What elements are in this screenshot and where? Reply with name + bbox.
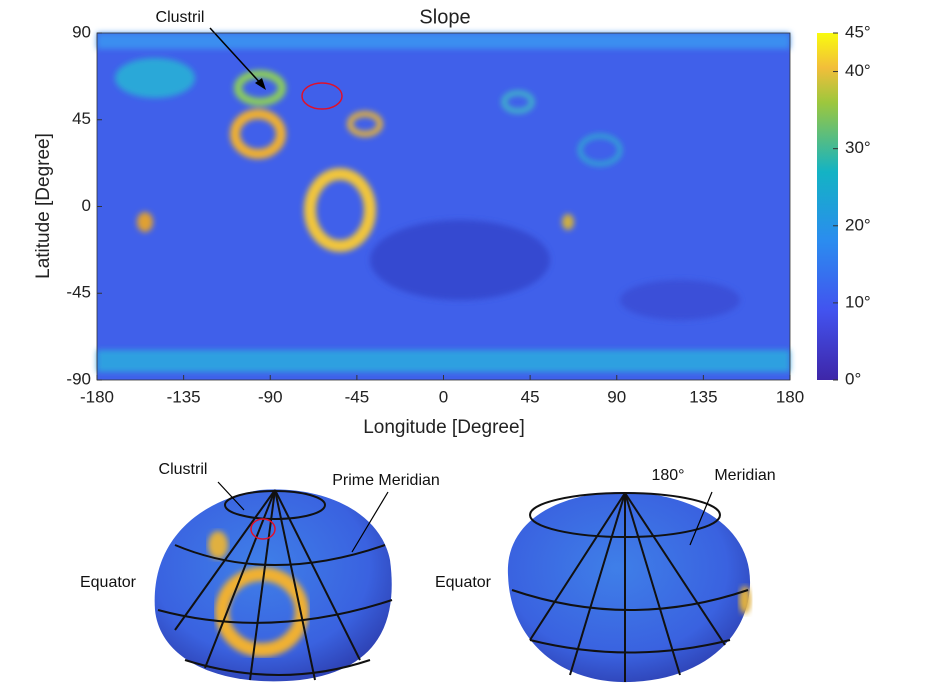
x-tick-label: 180	[776, 387, 804, 406]
x-tick-label: 45	[521, 387, 540, 406]
y-tick-label: -90	[66, 369, 91, 388]
x-tick-label: 0	[439, 387, 448, 406]
x-tick-label: -45	[345, 387, 370, 406]
chart-title: Slope	[419, 6, 470, 28]
colorbar-tick-label: 10°	[845, 292, 871, 311]
label: Equator	[80, 574, 137, 591]
x-tick-label: -135	[167, 387, 201, 406]
heatmap	[97, 33, 790, 380]
colorbar-tick-label: 30°	[845, 138, 871, 157]
y-tick-label: 45	[72, 109, 91, 128]
x-tick-label: 135	[689, 387, 717, 406]
y-tick-label: 0	[82, 196, 91, 215]
label: Clustril	[159, 461, 208, 478]
label: Equator	[435, 574, 492, 591]
annotation: Clustril	[156, 9, 205, 26]
y-tick-label: 90	[72, 22, 91, 41]
axes: -180 -135 -90 -45 0 45 90 135 180 -90 -45 0 45 90 0° 10…	[66, 22, 870, 406]
x-axis-label: Longitude [Degree]	[363, 417, 525, 438]
x-tick-label: 90	[607, 387, 626, 406]
arrow	[209, 27, 264, 87]
colorbar-tick-label: 0°	[845, 369, 861, 388]
x-tick-label: -180	[80, 387, 114, 406]
highlight-circle	[301, 82, 343, 110]
colorbar-tick-label: 20°	[845, 215, 871, 234]
x-tick-label: -90	[258, 387, 283, 406]
rendering-left	[154, 481, 393, 682]
label: Prime Meridian	[332, 472, 440, 489]
colorbar-tick-label: 40°	[845, 61, 871, 80]
colorbar	[817, 33, 838, 380]
label: Meridian	[714, 467, 775, 484]
colorbar-tick-label: 45°	[845, 22, 871, 41]
y-axis-label: Latitude [Degree]	[33, 133, 54, 279]
label: 180°	[651, 467, 684, 484]
rendering-right	[507, 491, 751, 683]
arrow-head	[255, 78, 266, 90]
y-tick-label: -45	[66, 283, 91, 302]
